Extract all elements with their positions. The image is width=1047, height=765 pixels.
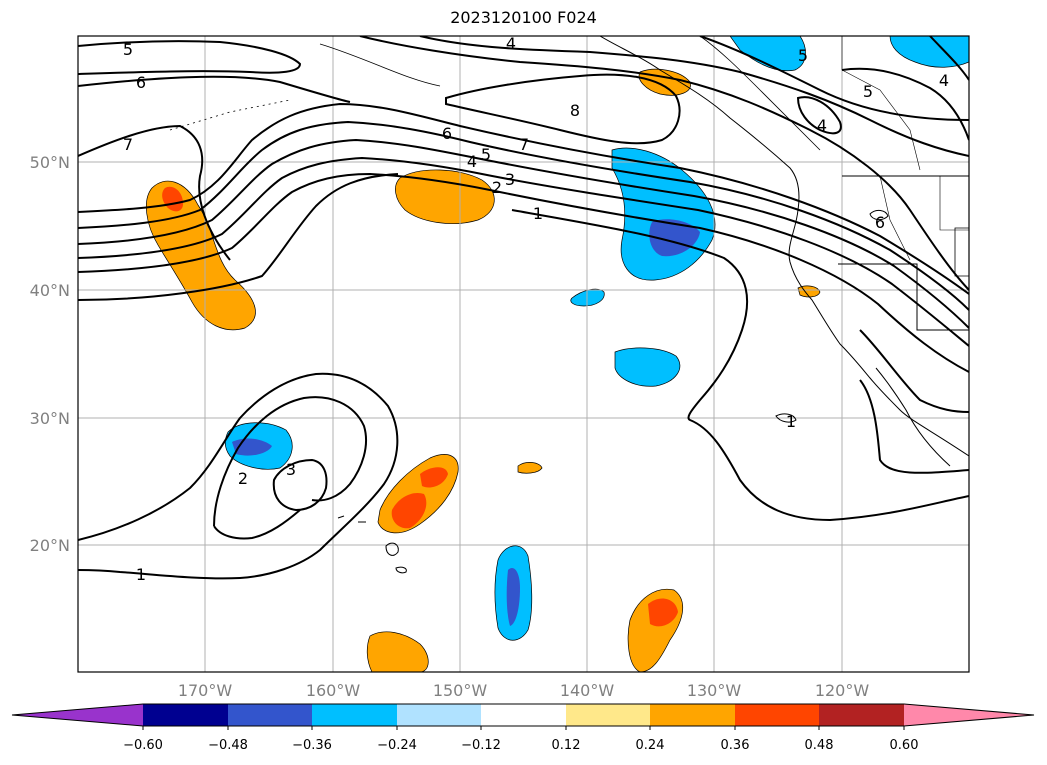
graticule bbox=[78, 36, 969, 672]
contour-subtropical-4 bbox=[272, 458, 328, 512]
negative-anomaly-northeast-core bbox=[649, 219, 700, 257]
contour-7-nw bbox=[78, 124, 231, 261]
contour-label: 7 bbox=[519, 135, 529, 154]
contour-label: 4 bbox=[467, 152, 477, 171]
contour-upper-1 bbox=[359, 36, 969, 291]
map-title: 2023120100 F024 bbox=[450, 8, 597, 27]
positive-anomaly-small bbox=[517, 462, 543, 474]
colorbar-tick-label: −0.48 bbox=[208, 738, 248, 753]
negative-anomaly-south-core bbox=[506, 568, 520, 626]
contour-label: 4 bbox=[506, 34, 516, 53]
contour-label: 6 bbox=[136, 73, 146, 92]
contour-subtropical-3 bbox=[213, 509, 301, 540]
contour-label: 3 bbox=[286, 460, 296, 479]
contour-label: 4 bbox=[817, 116, 827, 135]
lat-label-20n: 20°N bbox=[30, 536, 70, 555]
negative-anomaly-top-corner bbox=[889, 36, 969, 68]
contour-label: 3 bbox=[505, 170, 515, 189]
contour-label: 1 bbox=[786, 412, 796, 431]
contour-8 bbox=[445, 73, 681, 145]
contour-label: 8 bbox=[570, 101, 580, 120]
positive-anomaly-subtropical-core-2 bbox=[420, 467, 448, 488]
negative-anomaly-top-right bbox=[729, 36, 806, 72]
contour-band-5 bbox=[78, 172, 969, 373]
contour-label: 4 bbox=[939, 71, 949, 90]
contour-label: 1 bbox=[533, 204, 543, 223]
negative-anomaly-central bbox=[614, 347, 681, 387]
colorbar-tick-label: −0.36 bbox=[292, 738, 332, 753]
lon-label-170w: 170°W bbox=[178, 681, 233, 700]
contour-band-9 bbox=[859, 329, 969, 413]
lon-label-150w: 150°W bbox=[433, 681, 488, 700]
contour-band-2 bbox=[78, 120, 969, 311]
contour-label: 6 bbox=[442, 124, 452, 143]
contour-upper-4 bbox=[841, 67, 969, 141]
map-frame bbox=[77, 35, 970, 673]
colorbar-segment bbox=[481, 704, 566, 726]
contour-upper-3 bbox=[699, 36, 969, 121]
coastlines bbox=[169, 36, 969, 574]
colorbar-tick-label: 0.48 bbox=[805, 738, 834, 753]
colorbar-tick-label: 0.12 bbox=[552, 738, 581, 753]
contour-upper-2 bbox=[419, 36, 969, 157]
contour-subtropical-2 bbox=[213, 396, 368, 527]
colorbar-segment bbox=[143, 704, 228, 726]
contour-band-8 bbox=[859, 379, 969, 474]
colorbar-segment bbox=[735, 704, 819, 726]
colorbar-segment bbox=[228, 704, 312, 726]
colorbar-segment bbox=[819, 704, 904, 726]
contour-label: 5 bbox=[798, 46, 808, 65]
colorbar-tick-label: −0.60 bbox=[123, 738, 163, 753]
positive-anomaly-bottom bbox=[366, 631, 429, 672]
lat-label-50n: 50°N bbox=[30, 153, 70, 172]
colorbar-tick-label: 0.36 bbox=[721, 738, 750, 753]
contour-label: 6 bbox=[875, 213, 885, 232]
colorbar-tick-label: −0.12 bbox=[461, 738, 501, 753]
colorbar-segment bbox=[397, 704, 481, 726]
lat-label-30n: 30°N bbox=[30, 409, 70, 428]
colorbar-segment bbox=[566, 704, 650, 726]
contour-band-6 bbox=[78, 173, 399, 301]
colorbar-tick-label: 0.24 bbox=[636, 738, 665, 753]
positive-anomaly-subtropical-core bbox=[391, 492, 427, 529]
contour-5-nw bbox=[78, 40, 302, 75]
colorbar-segment bbox=[312, 704, 397, 726]
colorbar-extend-high bbox=[904, 704, 1034, 726]
contour-lines bbox=[78, 36, 969, 580]
colorbar-tick-label: −0.24 bbox=[377, 738, 417, 753]
contour-label: 5 bbox=[123, 40, 133, 59]
colorbar-extend-low bbox=[12, 704, 143, 726]
lon-label-130w: 130°W bbox=[687, 681, 742, 700]
colorbar-tick-label: 0.60 bbox=[890, 738, 919, 753]
positive-anomaly-south-core bbox=[648, 598, 678, 627]
lon-label-140w: 140°W bbox=[560, 681, 615, 700]
lon-label-120w: 120°W bbox=[815, 681, 870, 700]
contour-upper-6 bbox=[929, 36, 969, 81]
contour-band-7 bbox=[511, 209, 969, 522]
colorbar: −0.60 −0.48 −0.36 −0.24 −0.12 0.12 0.24 … bbox=[11, 703, 1035, 753]
positive-anomaly-north bbox=[395, 169, 495, 224]
lon-label-160w: 160°W bbox=[306, 681, 361, 700]
contour-label: 5 bbox=[481, 145, 491, 164]
contour-label: 1 bbox=[136, 565, 146, 584]
latitude-labels: 50°N 40°N 30°N 20°N bbox=[30, 153, 70, 555]
longitude-labels: 170°W 160°W 150°W 140°W 130°W 120°W bbox=[178, 681, 870, 700]
contour-label: 2 bbox=[238, 469, 248, 488]
lat-label-40n: 40°N bbox=[30, 281, 70, 300]
contour-band-3 bbox=[78, 138, 969, 329]
contour-label: 2 bbox=[492, 178, 502, 197]
contour-band-1 bbox=[78, 102, 969, 295]
contour-subtropical-1 bbox=[78, 372, 399, 580]
contour-upper-5 bbox=[796, 96, 842, 135]
colorbar-segment bbox=[650, 704, 735, 726]
contour-labels: 5 6 7 4 8 6 7 5 4 3 2 1 5 5 4 4 6 1 2 3 … bbox=[123, 34, 949, 584]
contour-6-nw bbox=[78, 75, 351, 103]
contour-band-4 bbox=[78, 156, 969, 347]
contour-label: 7 bbox=[123, 135, 133, 154]
contour-label: 5 bbox=[863, 82, 873, 101]
